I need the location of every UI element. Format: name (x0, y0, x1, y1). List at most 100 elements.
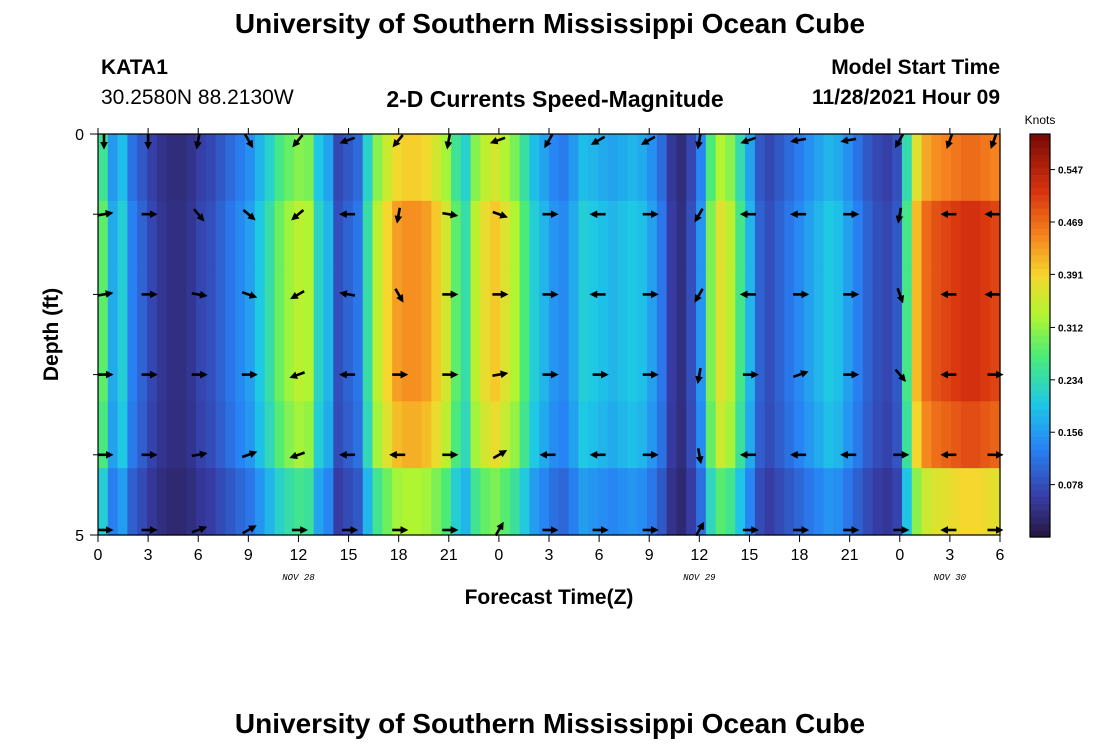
heatmap-cell (509, 468, 521, 536)
heatmap-cell (294, 267, 305, 336)
heatmap-cell (950, 334, 962, 402)
current-arrow (492, 370, 509, 379)
heatmap-cell (833, 200, 844, 269)
heatmap-cell (303, 134, 315, 202)
current-arrow (492, 210, 508, 219)
heatmap-cell (450, 468, 462, 536)
heatmap-cell (627, 267, 638, 336)
heatmap-cell (647, 134, 658, 202)
heatmap-cell (627, 200, 638, 269)
heatmap-cell (549, 401, 560, 469)
colorbar-segment (1030, 234, 1050, 243)
current-arrow (97, 290, 114, 298)
heatmap-cell (323, 334, 334, 402)
station-id: KATA1 (101, 56, 168, 79)
heatmap-cell (990, 134, 1001, 202)
heatmap-cell (676, 334, 687, 402)
heatmap-cell (480, 468, 491, 536)
heatmap-cell (470, 334, 481, 402)
heatmap-cell (970, 267, 981, 336)
heatmap-cell (470, 134, 481, 202)
current-arrow (544, 133, 554, 149)
heatmap-cell (588, 267, 599, 336)
heatmap-cell (107, 468, 119, 536)
heatmap-cell (921, 334, 932, 402)
colorbar-segment (1030, 308, 1050, 316)
model-start-value: 11/28/2021 Hour 09 (812, 86, 1000, 109)
heatmap-cell (901, 468, 913, 536)
heatmap-cell (656, 200, 668, 269)
heatmap-cell (372, 401, 383, 469)
heatmap-cell (980, 401, 991, 469)
heatmap-cell (274, 200, 285, 269)
footer-title: University of Southern Mississippi Ocean… (234, 708, 866, 739)
heatmap-cell (607, 200, 619, 269)
heatmap-cell (313, 401, 325, 469)
heatmap-cell (578, 134, 589, 202)
heatmap-cell (313, 468, 325, 536)
heatmap-cell (117, 267, 129, 336)
date-label: NOV 29 (683, 573, 716, 583)
current-arrow (790, 136, 807, 145)
heatmap-cell (735, 200, 746, 269)
heatmap-cell (803, 401, 815, 469)
heatmap-cell (715, 334, 727, 402)
heatmap-cell (225, 468, 236, 536)
heatmap-cell (764, 267, 776, 336)
heatmap-cell (362, 401, 374, 469)
heatmap-cell (901, 200, 913, 269)
heatmap-cell (215, 134, 227, 202)
heatmap-cell (901, 267, 913, 336)
heatmap-cell (990, 267, 1001, 336)
current-arrow (394, 288, 404, 303)
colorbar-segment (1030, 369, 1050, 377)
heatmap-cell (431, 134, 442, 202)
heatmap-cell (137, 334, 148, 402)
heatmap-cell (970, 468, 981, 536)
current-arrow (590, 135, 606, 145)
heatmap-cell (754, 267, 766, 336)
heatmap-cell (686, 134, 697, 202)
heatmap-cell (901, 134, 913, 202)
heatmap-cell (735, 468, 746, 536)
colorbar: Knots 0.078 0.156 0.234 0.312 0.391 0.469 0.547 (1025, 113, 1083, 538)
heatmap-cell (499, 334, 511, 402)
heatmap-cell (862, 468, 874, 536)
colorbar-tick-label: 0.312 (1058, 323, 1083, 334)
heatmap-cell (598, 200, 609, 269)
heatmap-cell (254, 334, 266, 402)
heatmap-cell (803, 200, 815, 269)
heatmap-cell (578, 334, 589, 402)
heatmap-cell (264, 267, 276, 336)
heatmap-cell (460, 200, 472, 269)
heatmap-cell (490, 134, 501, 202)
page-title: University of Southern Mississippi Ocean… (234, 8, 866, 39)
heatmap-cell (950, 468, 962, 536)
colorbar-segment (1030, 315, 1050, 323)
heatmap-cell (480, 334, 491, 402)
current-arrow (243, 133, 254, 149)
heatmap-cell (901, 334, 913, 402)
heatmap-cell (725, 200, 736, 269)
heatmap-cell (774, 334, 785, 402)
heatmap-cell (549, 468, 560, 536)
y-tick-label: 0 (75, 127, 84, 144)
heatmap-cell (784, 468, 795, 536)
colorbar-segment (1030, 496, 1050, 505)
current-arrow (394, 207, 403, 224)
heatmap-cell (656, 134, 668, 202)
heatmap-cell (813, 267, 825, 336)
heatmap-cell (764, 401, 776, 469)
heatmap-cell (372, 200, 383, 269)
heatmap-cell (460, 401, 472, 469)
heatmap-cell (892, 334, 903, 402)
heatmap-cell (931, 334, 942, 402)
heatmap-cell (627, 401, 638, 469)
heatmap-cell (470, 468, 481, 536)
heatmap-cell (656, 401, 668, 469)
heatmap-cell (264, 401, 276, 469)
heatmap-cell (303, 200, 315, 269)
colorbar-segment (1030, 355, 1050, 363)
heatmap-cell (862, 401, 874, 469)
heatmap-cell (333, 334, 344, 402)
